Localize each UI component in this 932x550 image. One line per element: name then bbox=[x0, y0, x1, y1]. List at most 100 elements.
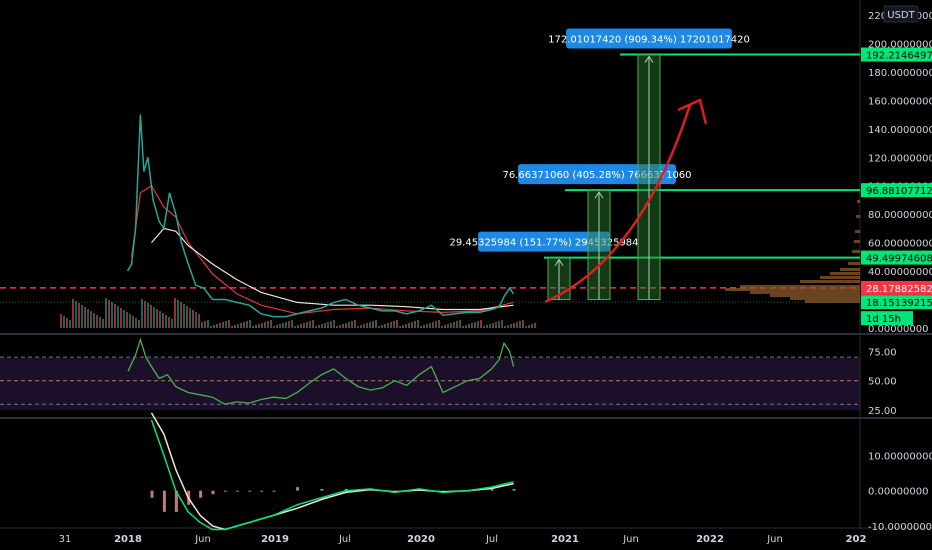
volume-profile-bar bbox=[830, 272, 860, 275]
price-tick-label[interactable]: 120.00000000 bbox=[868, 153, 932, 164]
volume-bar bbox=[414, 321, 416, 328]
currency-tag: USDT bbox=[887, 10, 915, 21]
time-tick-label[interactable]: 31 bbox=[59, 534, 72, 545]
volume-bar bbox=[312, 320, 314, 328]
volume-bar bbox=[381, 325, 383, 328]
volume-bar bbox=[384, 324, 386, 328]
volume-bar bbox=[174, 298, 176, 328]
measurement-label[interactable]: 172.01017420 (909.34%) 17201017420 bbox=[548, 35, 750, 46]
volume-bar bbox=[303, 323, 305, 328]
volume-bar bbox=[504, 326, 506, 328]
volume-bar bbox=[420, 326, 422, 328]
volume-profile-bar bbox=[740, 285, 860, 288]
price-tick-label[interactable]: 40.00000000 bbox=[868, 267, 932, 278]
volume-bar bbox=[453, 322, 455, 328]
volume-bar bbox=[147, 303, 149, 328]
macd-axis-ticks[interactable]: 10.00000000 0.00000000 -10.00000000 bbox=[868, 451, 932, 533]
macd-tick-label[interactable]: 10.00000000 bbox=[868, 451, 932, 462]
rsi-line bbox=[127, 337, 515, 405]
rsi-tick-label[interactable]: 75.00 bbox=[868, 347, 897, 358]
volume-bar bbox=[69, 320, 71, 328]
projection-arrow[interactable] bbox=[544, 104, 692, 304]
volume-profile-bar bbox=[840, 268, 860, 271]
time-tick-label[interactable]: 202 bbox=[846, 534, 867, 545]
volume-bar bbox=[327, 322, 329, 328]
time-tick-label[interactable]: Jun bbox=[766, 534, 783, 545]
volume-bar bbox=[243, 322, 245, 328]
price-tick-label[interactable]: 80.00000000 bbox=[868, 210, 932, 221]
measurement-label[interactable]: 76.66371060 (405.28%) 7666371060 bbox=[502, 170, 691, 181]
volume-profile-bar bbox=[857, 200, 860, 203]
time-tick-label[interactable]: 2022 bbox=[696, 534, 724, 545]
time-tick-label[interactable]: 2021 bbox=[551, 534, 579, 545]
volume-bar bbox=[291, 320, 293, 328]
price-tick-label[interactable]: 160.00000000 bbox=[868, 96, 932, 107]
volume-profile-bar bbox=[800, 280, 860, 283]
volume-bar bbox=[363, 324, 365, 328]
horizontal-levels[interactable] bbox=[0, 53, 860, 303]
measurement-label[interactable]: 29.45325984 (151.77%) 2945325984 bbox=[449, 238, 638, 249]
macd-series bbox=[150, 412, 516, 531]
volume-bar bbox=[63, 316, 65, 328]
volume-bar bbox=[279, 324, 281, 328]
price-level-label: 192.21464976 bbox=[866, 51, 932, 62]
volume-bar bbox=[402, 325, 404, 328]
measurement-label-bg[interactable] bbox=[566, 28, 732, 49]
volume-bar bbox=[399, 326, 401, 328]
volume-bar bbox=[465, 325, 467, 328]
projection-arrowhead[interactable] bbox=[677, 98, 708, 125]
price-level-label-bg bbox=[861, 47, 932, 62]
volume-bar bbox=[108, 300, 110, 328]
price-line[interactable] bbox=[126, 114, 515, 318]
rsi-axis-ticks[interactable]: 75.00 50.00 25.00 bbox=[868, 347, 897, 417]
macd-histogram-bar bbox=[248, 490, 252, 492]
rsi-series bbox=[0, 337, 860, 405]
rsi-tick-label[interactable]: 25.00 bbox=[868, 406, 897, 417]
time-tick-label[interactable]: Jul bbox=[338, 534, 351, 545]
time-tick-label[interactable]: 2020 bbox=[407, 534, 435, 545]
measurement-label-bg[interactable] bbox=[478, 231, 610, 252]
volume-bar bbox=[75, 301, 77, 328]
volume-bar bbox=[183, 304, 185, 328]
volume-bar bbox=[117, 306, 119, 328]
volume-bar bbox=[201, 322, 203, 328]
macd-tick-label[interactable]: -10.00000000 bbox=[868, 522, 932, 533]
volume-bar bbox=[60, 314, 62, 328]
volume-bar bbox=[114, 304, 116, 328]
rsi-tick-label[interactable]: 50.00 bbox=[868, 377, 897, 388]
volume-profile-bar bbox=[854, 240, 860, 243]
volume-bar bbox=[207, 320, 209, 328]
macd-tick-label[interactable]: 0.00000000 bbox=[868, 487, 928, 498]
price-tick-label[interactable]: 180.00000000 bbox=[868, 68, 932, 79]
time-tick-label[interactable]: 2019 bbox=[261, 534, 289, 545]
volume-bar bbox=[354, 320, 356, 328]
time-axis-ticks[interactable]: 31 2018 Jun 2019 Jul 2020 Jul 2021 Jun 2022 Jun 202 bbox=[59, 534, 867, 545]
volume-bar bbox=[375, 320, 377, 328]
volume-bar bbox=[204, 321, 206, 328]
volume-bar bbox=[189, 308, 191, 328]
time-tick-label[interactable]: Jun bbox=[194, 534, 211, 545]
volume-bar bbox=[123, 310, 125, 328]
volume-bar bbox=[90, 311, 92, 328]
countdown-label: 1d 15h bbox=[866, 314, 901, 325]
volume-bar bbox=[72, 299, 74, 328]
volume-bar bbox=[126, 312, 128, 328]
measurement-label-bg[interactable] bbox=[518, 164, 676, 185]
volume-bar bbox=[84, 307, 86, 328]
measurement-boxes[interactable]: 29.45325984 (151.77%) 2945325984 76.66371… bbox=[449, 28, 750, 301]
time-tick-label[interactable]: Jun bbox=[622, 534, 639, 545]
price-tick-label[interactable]: 0.00000000 bbox=[868, 324, 928, 335]
volume-profile-bar bbox=[750, 291, 860, 294]
price-tick-label[interactable]: 200.00000000 bbox=[868, 39, 932, 50]
volume-bar bbox=[501, 320, 503, 328]
price-tick-label[interactable]: 60.00000000 bbox=[868, 239, 932, 250]
volume-bar bbox=[270, 320, 272, 328]
time-tick-label[interactable]: Jul bbox=[485, 534, 498, 545]
volume-bar bbox=[159, 311, 161, 328]
volume-bar bbox=[255, 325, 257, 328]
volume-bar bbox=[489, 324, 491, 328]
price-tick-label[interactable]: 140.00000000 bbox=[868, 125, 932, 136]
time-tick-label[interactable]: 2018 bbox=[114, 534, 142, 545]
price-series[interactable] bbox=[60, 114, 536, 328]
